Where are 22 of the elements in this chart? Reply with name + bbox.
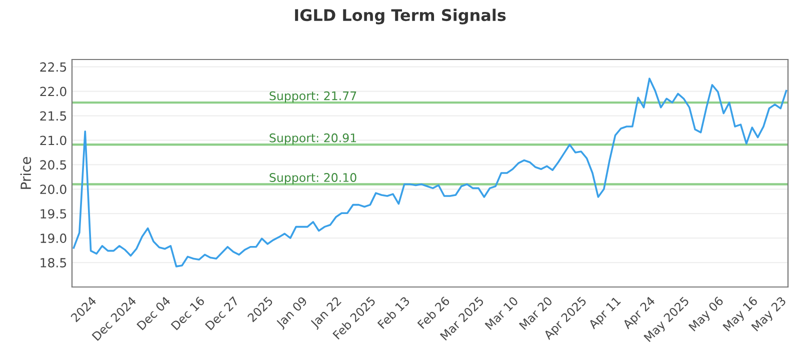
x-tick-label: Dec 04 [136, 296, 171, 330]
x-tick-label: Feb 13 [377, 296, 410, 330]
y-tick-label: 19.0 [40, 234, 66, 243]
y-tick-label: 21.0 [40, 136, 66, 146]
y-tick-label: 22.0 [40, 86, 66, 96]
y-tick-label: 19.5 [40, 209, 66, 219]
x-tick-label: Mar 10 [484, 296, 519, 330]
line-series [72, 78, 788, 268]
x-tick-label: Dec 16 [170, 296, 206, 330]
ref-line-label: Support: 20.91 [270, 133, 356, 145]
y-tick-label: 22.5 [40, 62, 66, 72]
y-axis-title: Price [20, 157, 32, 189]
y-tick-label: 21.5 [40, 111, 66, 121]
x-tick-label: Jan 09 [275, 296, 310, 330]
ref-line-label: Support: 20.10 [270, 173, 356, 184]
y-tick-label: 20.5 [40, 160, 66, 170]
chart-title: IGLD Long Term Signals [295, 8, 506, 24]
ref-line-label: Support: 21.77 [270, 91, 356, 103]
x-tick-label: Dec 27 [204, 296, 240, 330]
x-tick-label: Apr 11 [588, 296, 623, 332]
y-tick-label: 18.5 [40, 258, 66, 268]
y-tick-label: 20.0 [40, 184, 66, 194]
